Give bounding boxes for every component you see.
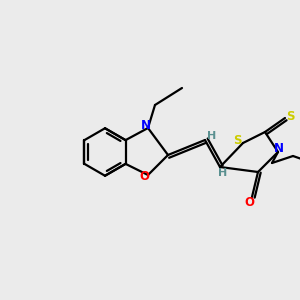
- Text: H: H: [207, 131, 216, 141]
- Text: O: O: [244, 196, 254, 209]
- Text: N: N: [140, 119, 151, 132]
- Text: N: N: [274, 142, 284, 155]
- Text: S: S: [233, 134, 242, 146]
- Text: O: O: [139, 170, 149, 183]
- Text: S: S: [286, 110, 294, 123]
- Text: H: H: [218, 168, 227, 178]
